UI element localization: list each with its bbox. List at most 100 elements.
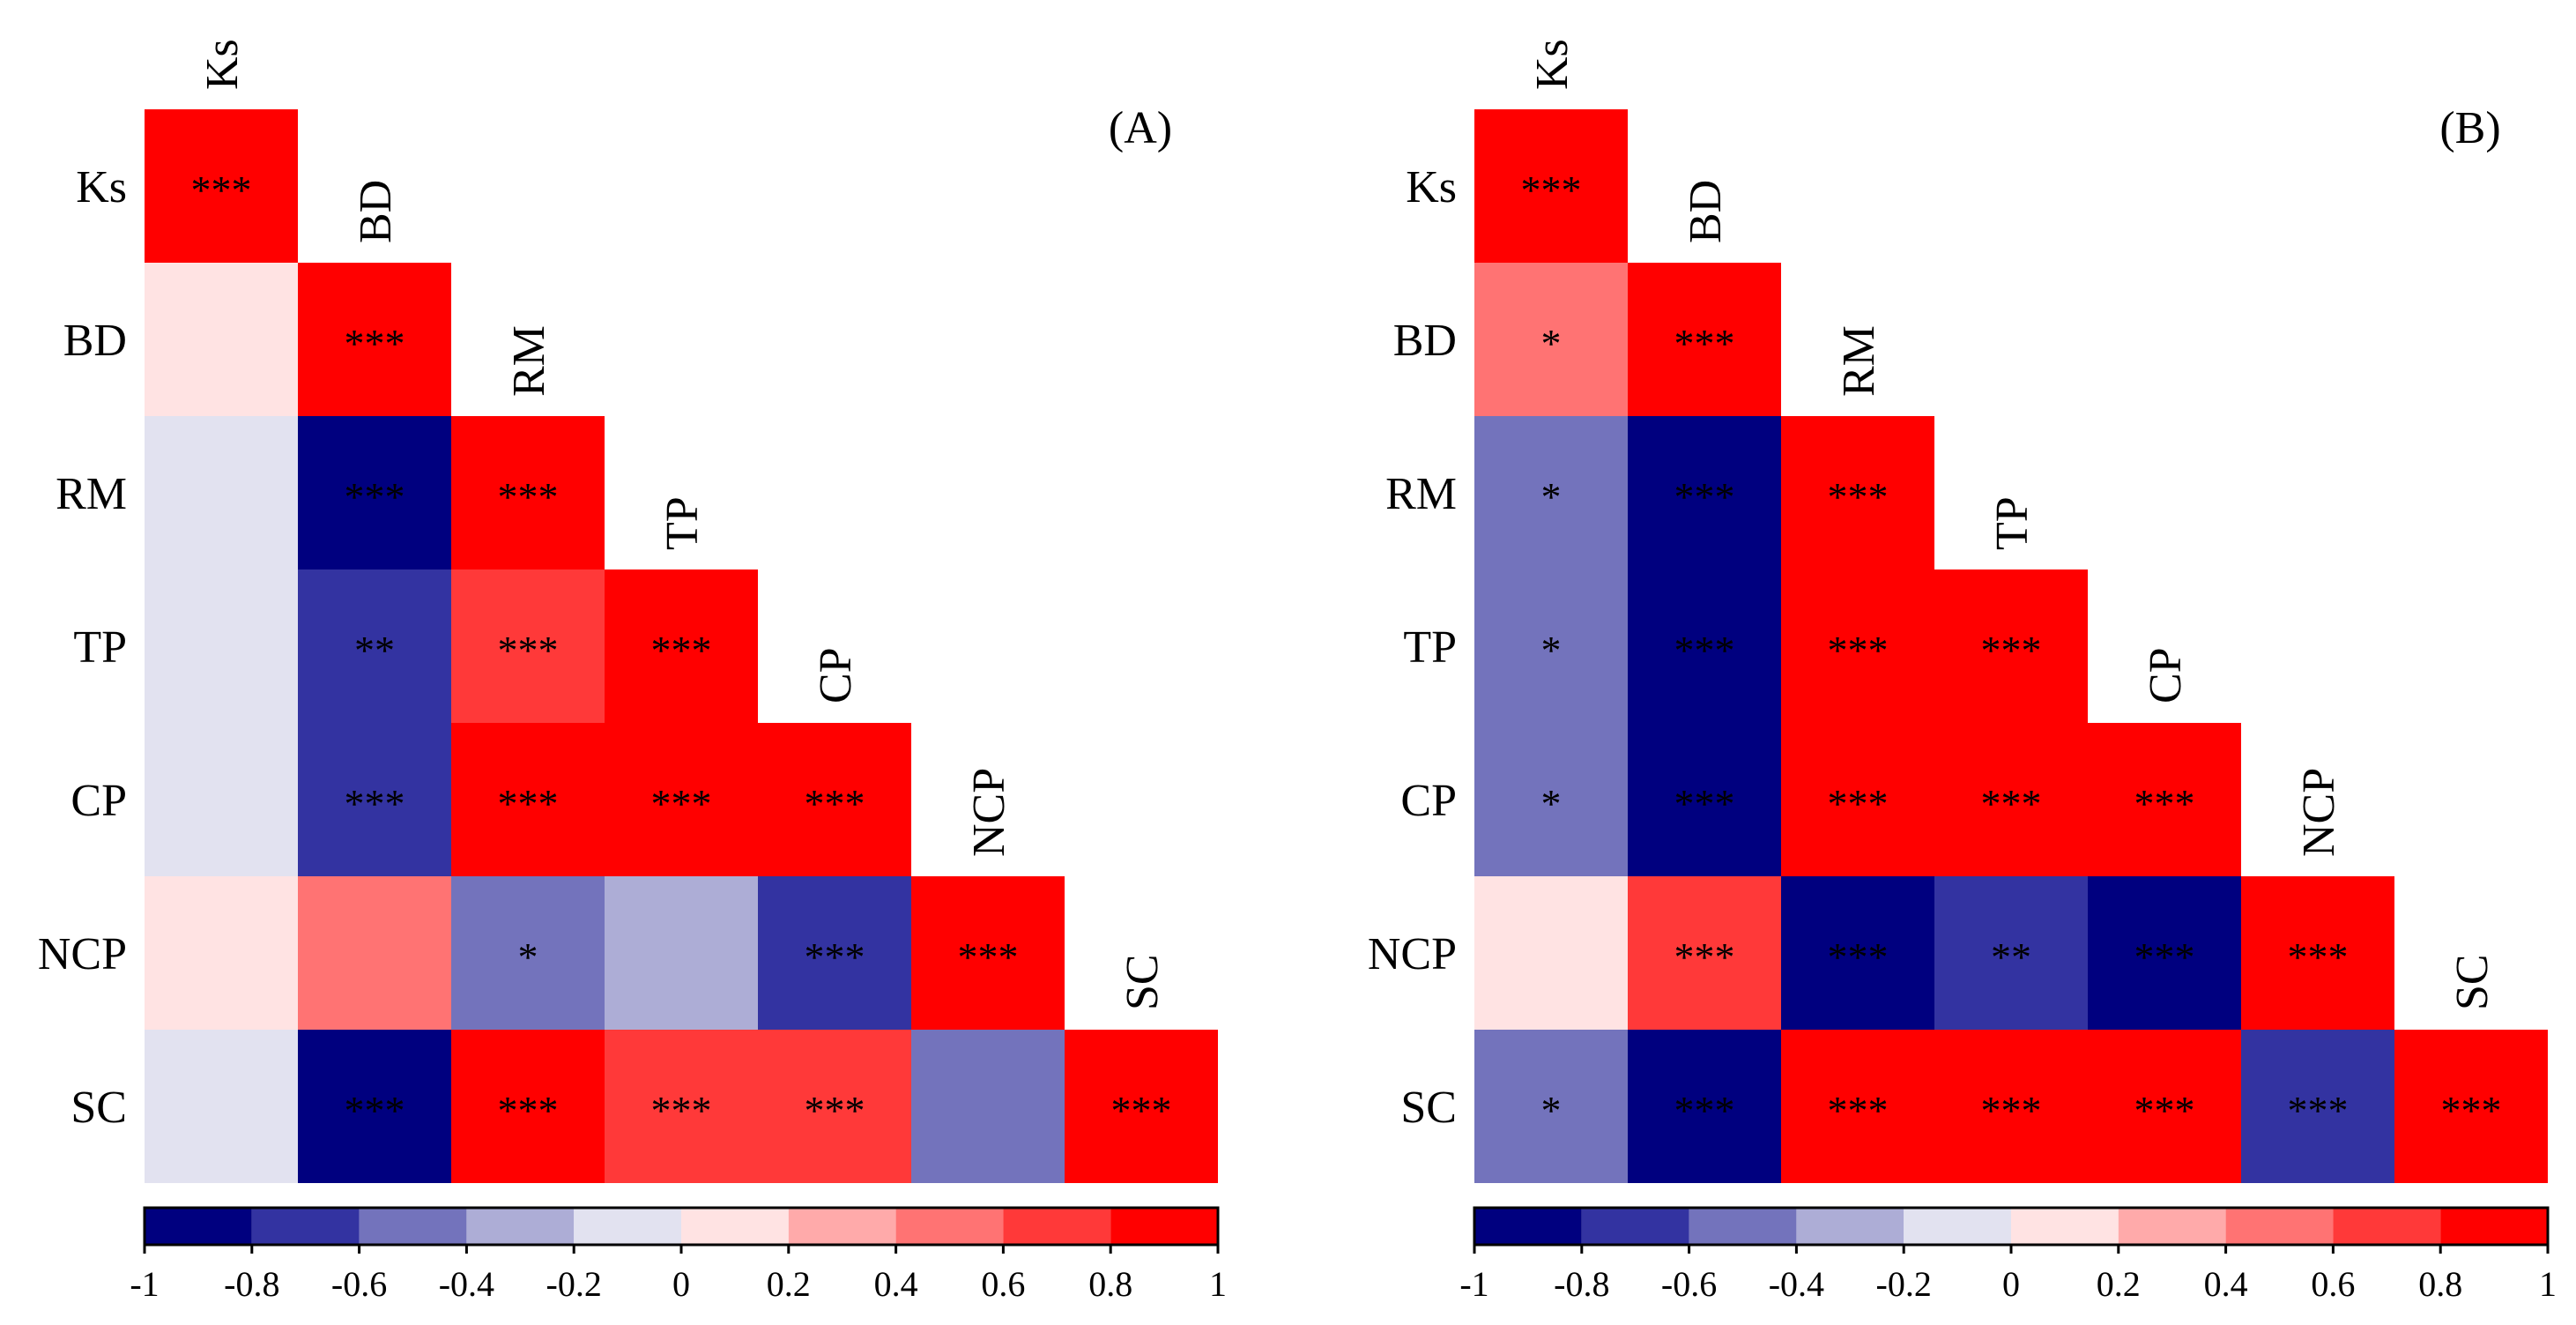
colorbar-segment <box>2011 1208 2119 1245</box>
heatmap-cell-ncp-ks <box>1474 876 1628 1030</box>
colorbar-tick-label: 0.4 <box>874 1264 918 1304</box>
colorbar-segment <box>145 1208 252 1245</box>
heatmap-cell-cp-bd <box>1628 723 1781 876</box>
heatmap-cell-bd-ks <box>1474 263 1628 416</box>
column-label-rm: RM <box>504 325 554 397</box>
panel-label: (A) <box>1109 103 1172 153</box>
significance-label: *** <box>805 934 865 979</box>
significance-label: *** <box>1828 1088 1889 1133</box>
heatmap-cell-sc-cp <box>2088 1030 2241 1183</box>
heatmap-cell-tp-rm <box>1781 569 1934 723</box>
colorbar-tick-label: -1 <box>1459 1264 1488 1304</box>
heatmap-cell-tp-ks <box>1474 569 1628 723</box>
heatmap-cell-bd-bd <box>1628 263 1781 416</box>
row-label-ncp: NCP <box>38 929 127 979</box>
colorbar-tick-label: -0.8 <box>1554 1264 1609 1304</box>
heatmap-cell-rm-ks <box>1474 416 1628 569</box>
row-label-cp: CP <box>1400 776 1457 826</box>
colorbar-tick-label: 0.6 <box>2311 1264 2355 1304</box>
colorbar-tick-label: 0.6 <box>981 1264 1025 1304</box>
significance-label: *** <box>1674 321 1735 366</box>
heatmap-cell-cp-cp <box>758 723 911 876</box>
heatmap-cell-sc-sc <box>2394 1030 2548 1183</box>
significance-label: *** <box>498 781 559 826</box>
heatmap-cell-sc-tp <box>605 1030 758 1183</box>
column-label-tp: TP <box>1987 496 2038 550</box>
significance-label: * <box>1541 781 1562 826</box>
significance-label: * <box>1541 628 1562 673</box>
heatmap-cell-cp-cp <box>2088 723 2241 876</box>
column-label-sc: SC <box>1117 954 1168 1010</box>
heatmap-cell-tp-bd <box>298 569 451 723</box>
heatmap-cell-ncp-bd <box>1628 876 1781 1030</box>
significance-label: *** <box>1674 1088 1735 1133</box>
heatmap-cell-cp-bd <box>298 723 451 876</box>
colorbar-segment <box>2118 1208 2226 1245</box>
column-label-ncp: NCP <box>964 768 1014 857</box>
significance-label: *** <box>345 474 405 519</box>
column-label-cp: CP <box>2141 647 2191 703</box>
colorbar-segment <box>574 1208 681 1245</box>
heatmap-cell-cp-ks <box>1474 723 1628 876</box>
colorbar-segment <box>1689 1208 1797 1245</box>
significance-label: *** <box>1981 1088 2042 1133</box>
significance-label: *** <box>805 1088 865 1133</box>
colorbar-tick-label: 0 <box>2002 1264 2020 1304</box>
significance-label: *** <box>2288 934 2349 979</box>
column-label-ks: Ks <box>1527 39 1578 90</box>
significance-label: *** <box>345 1088 405 1133</box>
colorbar-tick-label: -0.2 <box>1876 1264 1932 1304</box>
colorbar-segment <box>1003 1208 1111 1245</box>
row-label-ks: Ks <box>76 162 127 212</box>
panel-b: **** **** *** **** *** *** **** *** *** *** ******… <box>1368 39 2557 1304</box>
heatmap-cell-bd-bd <box>298 263 451 416</box>
significance-label: *** <box>2288 1088 2349 1133</box>
heatmap-cell-rm-rm <box>1781 416 1934 569</box>
heatmap-cell-tp-bd <box>1628 569 1781 723</box>
significance-label: *** <box>498 1088 559 1133</box>
significance-label: *** <box>1521 167 1582 212</box>
significance-label: *** <box>805 781 865 826</box>
heatmap-cell-cp-tp <box>1934 723 2088 876</box>
colorbar-tick-label: -0.8 <box>224 1264 279 1304</box>
column-label-rm: RM <box>1834 325 1884 397</box>
heatmap-cell-ncp-tp <box>1934 876 2088 1030</box>
significance-label: *** <box>1828 628 1889 673</box>
heatmap-cell-sc-cp <box>758 1030 911 1183</box>
significance-label: *** <box>1111 1088 1172 1133</box>
colorbar-tick-label: -0.2 <box>546 1264 602 1304</box>
significance-label: *** <box>2134 934 2195 979</box>
heatmap-cell-ncp-rm <box>451 876 605 1030</box>
column-label-bd: BD <box>1681 180 1731 243</box>
column-label-cp: CP <box>811 647 861 703</box>
significance-label: *** <box>1981 781 2042 826</box>
row-label-cp: CP <box>71 776 127 826</box>
colorbar-tick-label: 0 <box>672 1264 690 1304</box>
significance-label: *** <box>651 781 712 826</box>
heatmap-cell-ncp-tp <box>605 876 758 1030</box>
significance-label: *** <box>2441 1088 2502 1133</box>
significance-label: *** <box>1674 474 1735 519</box>
colorbar-tick-label: 0.4 <box>2204 1264 2248 1304</box>
column-label-ks: Ks <box>197 39 248 90</box>
significance-label: *** <box>2134 781 2195 826</box>
column-label-tp: TP <box>657 496 708 550</box>
colorbar-segment <box>788 1208 896 1245</box>
significance-label: * <box>1541 321 1562 366</box>
significance-label: *** <box>1828 474 1889 519</box>
significance-label: *** <box>345 321 405 366</box>
heatmap-cell-ncp-rm <box>1781 876 1934 1030</box>
colorbar-segment <box>2440 1208 2548 1245</box>
significance-label: * <box>518 934 538 979</box>
heatmap-cell-cp-rm <box>451 723 605 876</box>
colorbar-segment <box>2333 1208 2441 1245</box>
heatmap-cell-sc-ncp <box>911 1030 1065 1183</box>
row-label-bd: BD <box>63 316 127 366</box>
colorbar-segment <box>359 1208 467 1245</box>
colorbar-tick-label: -0.6 <box>331 1264 387 1304</box>
colorbar-segment <box>251 1208 360 1245</box>
heatmap-cell-ncp-cp <box>2088 876 2241 1030</box>
colorbar-tick-label: 0.8 <box>2418 1264 2462 1304</box>
colorbar-tick-label: 1 <box>1209 1264 1227 1304</box>
heatmap-cell-rm-rm <box>451 416 605 569</box>
